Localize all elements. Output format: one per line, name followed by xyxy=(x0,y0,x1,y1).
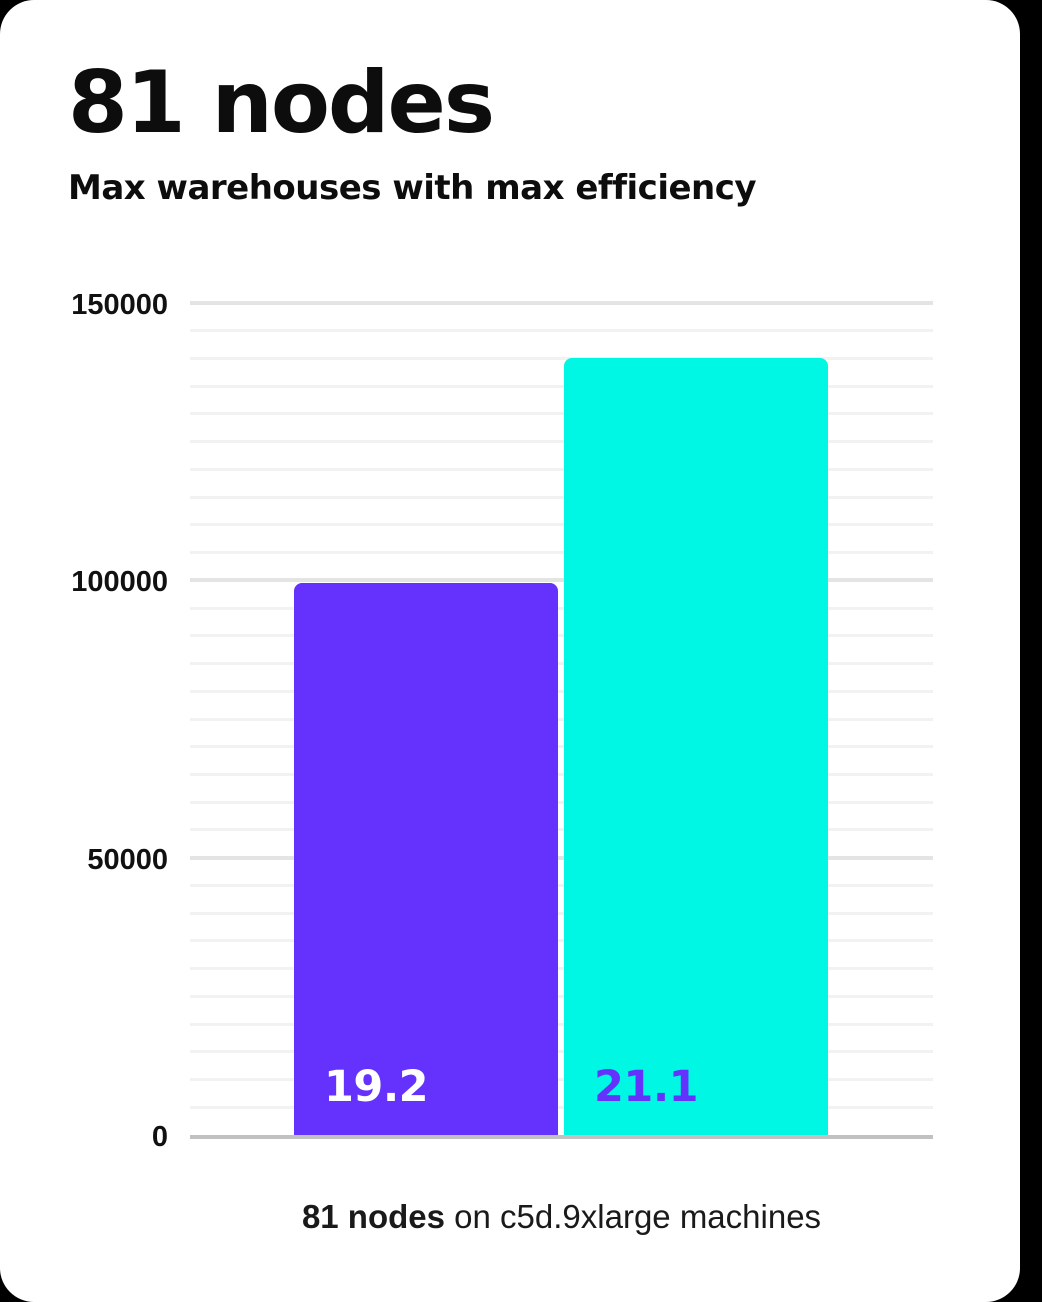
minor-gridline xyxy=(190,495,933,499)
minor-gridline xyxy=(190,1078,933,1082)
bar-chart: 0 50000 100000 150000 19.2 21.1 xyxy=(71,289,933,1153)
minor-gridline xyxy=(190,1105,933,1109)
minor-gridline xyxy=(190,1050,933,1054)
major-gridline xyxy=(190,301,933,305)
minor-gridline xyxy=(190,634,933,638)
minor-gridline xyxy=(190,967,933,971)
minor-gridline xyxy=(190,772,933,776)
minor-gridline xyxy=(190,883,933,887)
minor-gridline xyxy=(190,384,933,388)
minor-gridline xyxy=(190,329,933,333)
bar-value-label: 19.2 xyxy=(324,1061,429,1112)
minor-gridline xyxy=(190,523,933,527)
y-tick-label: 100000 xyxy=(71,566,168,599)
page-title: 81 nodes xyxy=(68,53,495,153)
minor-gridline xyxy=(190,911,933,915)
caption-bold-text: 81 nodes xyxy=(301,1198,445,1235)
minor-gridline xyxy=(190,939,933,943)
y-tick-label: 50000 xyxy=(87,843,168,876)
minor-gridline xyxy=(190,662,933,666)
chart-caption: 81 nodes on c5d.9xlarge machines xyxy=(190,1196,933,1239)
minor-gridline xyxy=(190,467,933,471)
bar-value-label: 21.1 xyxy=(594,1061,699,1112)
minor-gridline xyxy=(190,689,933,693)
caption-regular-text: on c5d.9xlarge machines xyxy=(445,1198,822,1235)
bar-series-2: 21.1 xyxy=(564,358,828,1135)
major-gridline xyxy=(190,578,933,583)
page-subtitle: Max warehouses with max efficiency xyxy=(68,168,757,208)
minor-gridline xyxy=(190,717,933,721)
y-tick-label: 150000 xyxy=(71,289,168,321)
major-gridline xyxy=(190,855,933,860)
minor-gridline xyxy=(190,412,933,416)
chart-card: 81 nodes Max warehouses with max efficie… xyxy=(0,0,1020,1302)
minor-gridline xyxy=(190,356,933,360)
minor-gridline xyxy=(190,800,933,804)
minor-gridline xyxy=(190,440,933,444)
y-tick-label: 0 xyxy=(151,1121,168,1153)
minor-gridline xyxy=(190,828,933,832)
bar-series-1: 19.2 xyxy=(294,583,558,1135)
minor-gridline xyxy=(190,745,933,749)
minor-gridline xyxy=(190,551,933,555)
minor-gridline xyxy=(190,606,933,610)
minor-gridline xyxy=(190,1022,933,1026)
minor-gridline xyxy=(190,994,933,998)
x-axis-baseline xyxy=(190,1135,933,1139)
